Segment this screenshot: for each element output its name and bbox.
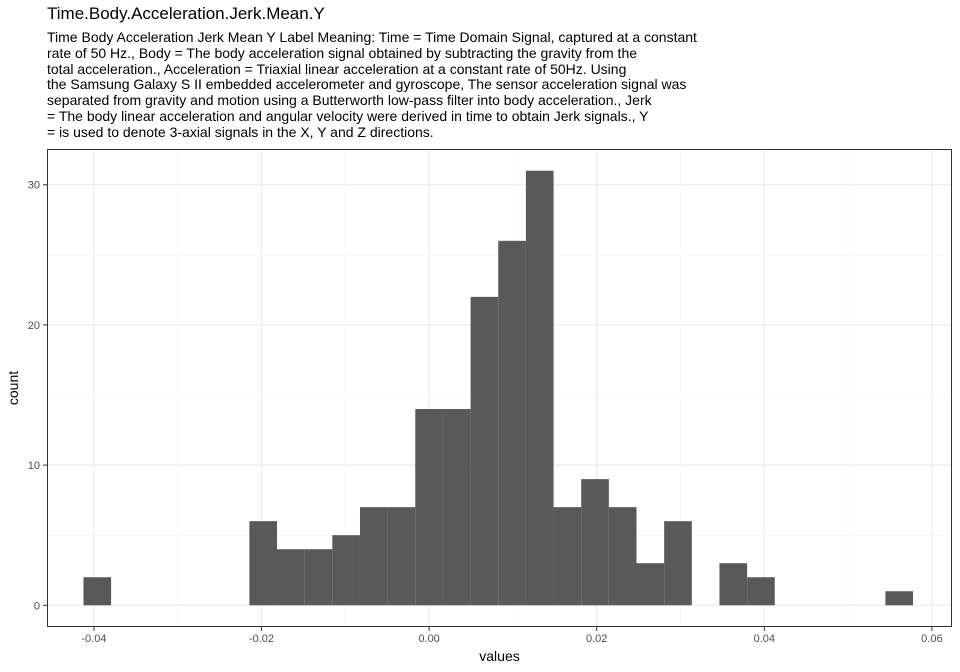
histogram-bar: [304, 549, 333, 606]
panel-border: [47, 149, 952, 627]
y-tick-label: 20: [28, 320, 40, 332]
subtitle-line: = is used to denote 3-axial signals in t…: [47, 123, 434, 140]
histogram-bar: [83, 577, 112, 606]
x-tick-label: 0.04: [754, 633, 775, 645]
histogram-bar: [581, 479, 609, 606]
y-tick-label: 0: [34, 600, 40, 612]
subtitle-line: the Samsung Galaxy S II embedded acceler…: [47, 76, 687, 93]
histogram-bar: [553, 507, 582, 606]
y-tick-label: 10: [28, 460, 40, 472]
histogram-bar: [387, 507, 416, 606]
histogram-bar: [249, 521, 278, 606]
subtitle-line: Time Body Acceleration Jerk Mean Y Label…: [47, 29, 697, 45]
histogram-bar: [277, 549, 305, 606]
subtitle-line: separated from gravity and motion using …: [47, 92, 652, 109]
histogram-bar: [498, 240, 526, 606]
histogram-bar: [470, 296, 499, 606]
x-axis-title: values: [479, 648, 519, 664]
histogram-bar: [332, 535, 360, 606]
histogram-bar: [636, 563, 665, 606]
histogram-bar: [359, 507, 388, 606]
x-tick-label: 0.06: [921, 633, 942, 645]
x-tick-label: 0.02: [586, 633, 607, 645]
histogram-bars: [83, 170, 914, 606]
chart-title: Time.Body.Acceleration.Jerk.Mean.Y: [47, 4, 325, 23]
histogram-bar: [747, 577, 775, 606]
histogram-bar: [525, 170, 554, 606]
subtitle-line: total acceleration., Acceleration = Tria…: [47, 60, 627, 77]
x-axis: -0.04 -0.02 0.00 0.02 0.04 0.06: [81, 627, 943, 645]
x-tick-label: -0.04: [81, 633, 106, 645]
y-axis: 0 10 20 30: [28, 180, 47, 612]
x-tick-label: -0.02: [249, 633, 274, 645]
chart-subtitle: Time Body Acceleration Jerk Mean Y Label…: [47, 29, 697, 141]
histogram-bar: [442, 409, 471, 606]
histogram-bar: [885, 591, 914, 606]
histogram-bar: [664, 521, 692, 606]
histogram-bar: [608, 507, 637, 606]
y-tick-label: 30: [28, 180, 40, 192]
subtitle-line: rate of 50 Hz., Body = The body accelera…: [47, 44, 638, 61]
x-tick-label: 0.00: [418, 633, 439, 645]
histogram-bar: [719, 563, 748, 606]
histogram-bar: [415, 409, 443, 606]
subtitle-line: = The body linear acceleration and angul…: [47, 107, 649, 124]
y-axis-title: count: [5, 371, 21, 405]
